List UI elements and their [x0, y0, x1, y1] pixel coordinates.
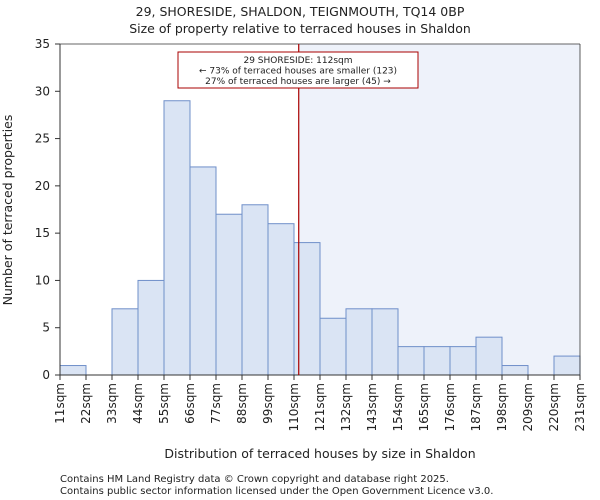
- x-axis-label: Distribution of terraced houses by size …: [164, 446, 475, 461]
- bar-33sqm: [111, 308, 139, 376]
- bar-198sqm: [501, 365, 529, 376]
- annotation-line-3: 27% of terraced houses are larger (45) →: [205, 77, 391, 87]
- chart-subtitle: Size of property relative to terraced ho…: [129, 21, 471, 36]
- x-tick-label-11sqm: 11sqm: [53, 383, 67, 424]
- bar-187sqm: [475, 336, 503, 376]
- bar-110sqm: [293, 242, 321, 376]
- x-tick-label-66sqm: 66sqm: [183, 383, 197, 424]
- x-tick-label-88sqm: 88sqm: [235, 383, 249, 424]
- bar-165sqm: [423, 346, 451, 376]
- x-tick-label-33sqm: 33sqm: [105, 383, 119, 424]
- annotation-line-2: ← 73% of terraced houses are smaller (12…: [199, 67, 397, 77]
- chart-title: 29, SHORESIDE, SHALDON, TEIGNMOUTH, TQ14…: [136, 4, 465, 19]
- x-tick-label-77sqm: 77sqm: [209, 383, 223, 424]
- x-tick-label-176sqm: 176sqm: [443, 383, 457, 431]
- x-tick-label-231sqm: 231sqm: [573, 383, 587, 431]
- bar-44sqm: [137, 279, 165, 376]
- y-tick-label-20: 20: [35, 179, 50, 193]
- bar-220sqm: [553, 355, 581, 376]
- annotation-line-1: 29 SHORESIDE: 112sqm: [243, 56, 352, 66]
- bar-176sqm: [449, 346, 477, 376]
- x-tick-label-220sqm: 220sqm: [547, 383, 561, 431]
- y-tick-label-0: 0: [42, 368, 50, 382]
- x-tick-label-209sqm: 209sqm: [521, 383, 535, 431]
- footer-line-2: Contains public sector information licen…: [60, 486, 493, 497]
- bar-66sqm: [189, 166, 217, 376]
- bar-121sqm: [319, 317, 347, 376]
- y-tick-label-15: 15: [35, 226, 50, 240]
- bar-77sqm: [215, 213, 243, 376]
- y-tick-label-5: 5: [42, 321, 50, 335]
- annotation-box: [177, 51, 419, 89]
- y-tick-label-35: 35: [35, 37, 50, 51]
- bar-11sqm: [59, 365, 87, 376]
- x-tick-label-165sqm: 165sqm: [417, 383, 431, 431]
- bar-55sqm: [163, 100, 191, 376]
- bar-154sqm: [397, 346, 425, 376]
- y-tick-label-25: 25: [35, 132, 50, 146]
- x-tick-label-22sqm: 22sqm: [79, 383, 93, 424]
- bar-88sqm: [241, 204, 269, 376]
- x-tick-label-154sqm: 154sqm: [391, 383, 405, 431]
- x-tick-label-187sqm: 187sqm: [469, 383, 483, 431]
- y-tick-label-10: 10: [35, 273, 50, 287]
- plot-area: 0 5 10 15 20 25 30 35 11sqm 22sqm 33sqm 44sqm 55sqm 6…: [35, 37, 587, 431]
- x-tick-label-55sqm: 55sqm: [157, 383, 171, 424]
- x-tick-label-121sqm: 121sqm: [313, 383, 327, 431]
- x-tick-label-132sqm: 132sqm: [339, 383, 353, 431]
- x-tick-label-198sqm: 198sqm: [495, 383, 509, 431]
- y-tick-label-30: 30: [35, 84, 50, 98]
- y-axis-label: Number of terraced properties: [0, 115, 15, 306]
- x-tick-label-99sqm: 99sqm: [261, 383, 275, 424]
- x-tick-label-143sqm: 143sqm: [365, 383, 379, 431]
- footer-line-1: Contains HM Land Registry data © Crown c…: [60, 474, 449, 485]
- x-tick-label-110sqm: 110sqm: [287, 383, 301, 431]
- bar-99sqm: [267, 223, 295, 376]
- bar-143sqm: [371, 308, 399, 376]
- x-tick-label-44sqm: 44sqm: [131, 383, 145, 424]
- bar-132sqm: [345, 308, 373, 376]
